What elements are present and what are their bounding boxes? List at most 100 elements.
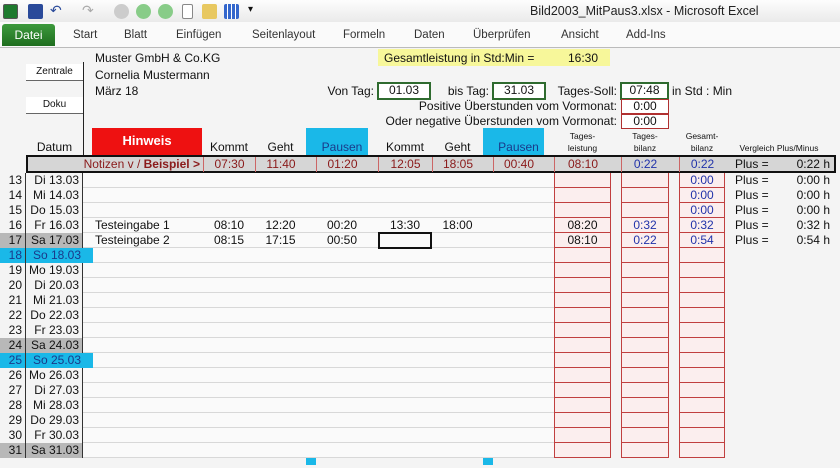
note-cell[interactable]: Testeingabe 2 [95, 233, 170, 247]
date-cell[interactable]: Mi 14.03 [26, 188, 83, 203]
leistung-cell[interactable] [554, 263, 611, 278]
geht-cell[interactable] [255, 413, 306, 428]
geht2-cell[interactable]: 18:00 [442, 218, 473, 232]
doku-button[interactable]: Doku [26, 97, 83, 114]
tagesbilanz-cell[interactable] [621, 323, 669, 338]
tagesbilanz-cell[interactable]: 0:32 [633, 218, 657, 232]
kommt-cell[interactable] [203, 248, 255, 263]
pausen-cell[interactable] [316, 248, 368, 263]
tagesbilanz-cell[interactable] [621, 263, 669, 278]
row-number[interactable]: 28 [0, 398, 26, 413]
geht-cell[interactable] [255, 338, 306, 353]
kommt-cell[interactable] [203, 293, 255, 308]
tagesbilanz-cell[interactable]: 0:22 [633, 233, 657, 247]
negative-overtime-input[interactable]: 0:00 [621, 114, 669, 129]
kommt-cell[interactable] [203, 308, 255, 323]
row-number[interactable]: 16 [0, 218, 26, 233]
pausen-cell[interactable]: 00:20 [326, 218, 358, 232]
geht2-cell[interactable] [432, 338, 483, 353]
kommt-cell[interactable] [203, 368, 255, 383]
new-doc-icon[interactable] [182, 4, 193, 19]
pausen-cell[interactable] [316, 428, 368, 443]
kommt-cell[interactable]: 08:15 [213, 233, 245, 247]
tagesbilanz-cell[interactable] [621, 368, 669, 383]
leistung-cell[interactable] [554, 368, 611, 383]
date-cell[interactable]: Mi 21.03 [26, 293, 83, 308]
leistung-cell[interactable] [554, 413, 611, 428]
pausen-cell[interactable] [316, 203, 368, 218]
leistung-cell[interactable] [554, 443, 611, 458]
pausen-cell[interactable] [316, 293, 368, 308]
geht-cell[interactable] [255, 203, 306, 218]
kommt-cell[interactable] [203, 188, 255, 203]
row-number[interactable]: 21 [0, 293, 26, 308]
pausen2-cell[interactable] [493, 188, 544, 203]
pausen2-cell[interactable] [493, 398, 544, 413]
pausen-cell[interactable] [316, 443, 368, 458]
kommt2-cell[interactable]: 13:30 [389, 218, 421, 232]
gesamtbilanz-cell[interactable] [679, 278, 725, 293]
row-number[interactable]: 17 [0, 233, 26, 248]
row-number[interactable]: 24 [0, 338, 26, 353]
geht2-cell[interactable] [432, 263, 483, 278]
date-cell[interactable]: So 25.03 [26, 353, 93, 368]
row-number[interactable]: 22 [0, 308, 26, 323]
zentrale-button[interactable]: Zentrale [26, 64, 83, 81]
tagesbilanz-cell[interactable] [621, 383, 669, 398]
gesamtbilanz-cell[interactable] [679, 338, 725, 353]
date-cell[interactable]: Di 20.03 [26, 278, 83, 293]
kommt-cell[interactable] [203, 383, 255, 398]
geht-cell[interactable] [255, 353, 306, 368]
pausen-cell[interactable] [316, 263, 368, 278]
geht-cell[interactable] [255, 368, 306, 383]
geht-cell[interactable] [255, 248, 306, 263]
table-icon[interactable] [224, 4, 239, 19]
date-cell[interactable]: Di 27.03 [26, 383, 83, 398]
geht2-cell[interactable] [432, 308, 483, 323]
gesamtbilanz-cell[interactable] [679, 368, 725, 383]
date-cell[interactable]: Sa 31.03 [26, 443, 83, 458]
undo-icon[interactable]: ↶ [50, 2, 62, 18]
kommt2-cell[interactable] [378, 248, 432, 263]
save-icon[interactable] [28, 4, 43, 19]
kommt2-cell[interactable] [378, 383, 432, 398]
geht-cell[interactable] [255, 323, 306, 338]
geht2-cell[interactable] [432, 248, 483, 263]
leistung-cell[interactable] [554, 188, 611, 203]
tagesbilanz-cell[interactable] [621, 173, 669, 188]
leistung-cell[interactable] [554, 338, 611, 353]
leistung-cell[interactable] [554, 398, 611, 413]
date-cell[interactable]: Do 22.03 [26, 308, 83, 323]
leistung-cell[interactable] [554, 383, 611, 398]
date-cell[interactable]: So 18.03 [26, 248, 93, 263]
pausen-cell[interactable] [316, 383, 368, 398]
example-gesamtbilanz[interactable]: 0:22 [679, 157, 725, 172]
row-number[interactable]: 20 [0, 278, 26, 293]
leistung-cell[interactable] [554, 428, 611, 443]
date-cell[interactable]: Fr 16.03 [26, 218, 83, 233]
example-leistung[interactable]: 08:10 [554, 157, 611, 172]
pausen-cell[interactable] [316, 398, 368, 413]
geht2-cell[interactable] [432, 323, 483, 338]
tagesbilanz-cell[interactable] [621, 308, 669, 323]
geht2-cell[interactable] [432, 278, 483, 293]
pausen-cell[interactable] [316, 413, 368, 428]
pausen2-cell[interactable] [493, 413, 544, 428]
leistung-cell[interactable] [554, 173, 611, 188]
leistung-cell[interactable] [554, 278, 611, 293]
tab-datei[interactable]: Datei [2, 24, 55, 46]
tab-einfügen[interactable]: Einfügen [176, 29, 222, 41]
tagesbilanz-cell[interactable] [621, 293, 669, 308]
kommt-cell[interactable] [203, 323, 255, 338]
row-number[interactable]: 15 [0, 203, 26, 218]
gesamtbilanz-cell[interactable]: 0:00 [690, 203, 714, 217]
kommt2-cell[interactable] [378, 338, 432, 353]
geht2-cell[interactable] [432, 173, 483, 188]
note-cell[interactable]: Testeingabe 1 [95, 218, 170, 232]
open-folder-icon[interactable] [202, 4, 217, 19]
pausen2-cell[interactable] [493, 368, 544, 383]
leistung-cell[interactable] [554, 203, 611, 218]
geht-cell[interactable] [255, 308, 306, 323]
gesamtbilanz-cell[interactable] [679, 248, 725, 263]
kommt-cell[interactable] [203, 413, 255, 428]
